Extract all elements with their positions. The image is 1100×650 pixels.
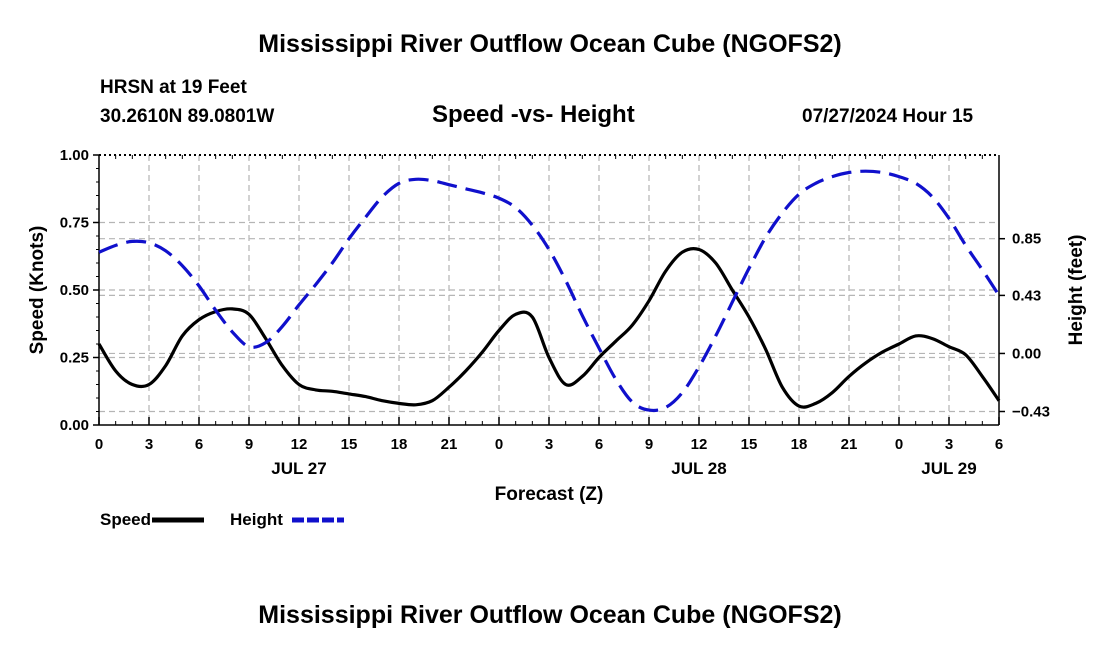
chart-subtitle: Speed -vs- Height [432,101,635,128]
y-right-tick-label: −0.43 [1012,404,1050,421]
x-tick-label: 6 [995,436,1003,453]
series-line-speed [97,247,1001,409]
x-date-label: JUL 28 [671,459,726,478]
x-tick-label: 3 [145,436,153,453]
x-tick-label: 0 [895,436,903,453]
legend-label-speed: Speed [100,510,151,529]
x-tick-label: 21 [441,436,458,453]
x-tick-label: 12 [291,436,308,453]
x-tick-label: 15 [341,436,358,453]
y-left-tick-label: 0.75 [60,215,89,232]
y-right-tick-label: 0.85 [1012,231,1041,248]
y-right-axis-label: Height (feet) [1066,235,1087,346]
location-label: 30.2610N 89.0801W [100,106,275,127]
x-tick-label: 9 [245,436,253,453]
x-tick-label: 15 [741,436,758,453]
x-tick-label: 12 [691,436,708,453]
x-tick-label: 18 [391,436,408,453]
y-left-axis-label: Speed (Knots) [27,226,48,355]
x-tick-label: 6 [195,436,203,453]
x-tick-label: 18 [791,436,808,453]
y-right-tick-label: 0.00 [1012,345,1041,362]
run-time-label: 07/27/2024 Hour 15 [802,106,974,127]
y-left-tick-label: 0.00 [60,417,89,434]
chart-title-repeat: Mississippi River Outflow Ocean Cube (NG… [258,601,842,629]
x-tick-label: 3 [945,436,953,453]
y-left-tick-label: 0.25 [60,350,89,367]
x-tick-label: 0 [495,436,503,453]
y-left-tick-label: 1.00 [60,147,89,164]
x-axis-label: Forecast (Z) [495,484,604,505]
x-tick-label: 0 [95,436,103,453]
chart-title: Mississippi River Outflow Ocean Cube (NG… [258,30,842,58]
x-tick-label: 6 [595,436,603,453]
x-date-label: JUL 27 [271,459,326,478]
y-right-tick-label: 0.43 [1012,287,1041,304]
x-tick-label: 21 [841,436,858,453]
x-tick-label: 9 [645,436,653,453]
series-line-height [98,169,1001,413]
legend-label-height: Height [230,510,283,529]
y-left-tick-label: 0.50 [60,282,89,299]
x-date-label: JUL 29 [921,459,976,478]
x-tick-label: 3 [545,436,553,453]
station-label: HRSN at 19 Feet [100,77,247,98]
